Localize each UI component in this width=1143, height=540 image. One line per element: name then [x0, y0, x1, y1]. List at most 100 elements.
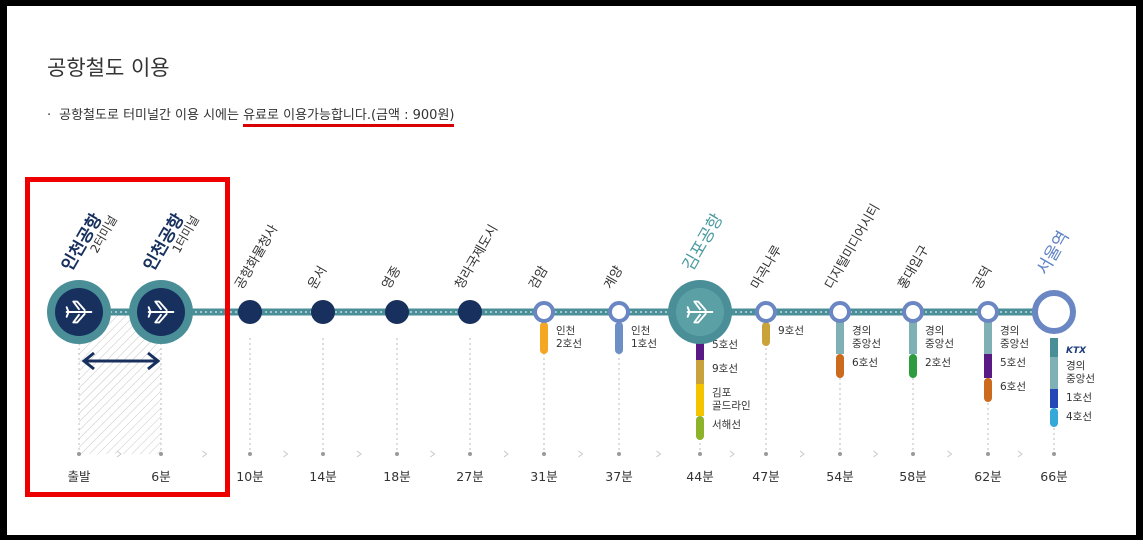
- timeline-dot: [542, 452, 546, 456]
- transfer-line-bar: [696, 384, 704, 416]
- station-14[interactable]: KTX 경의 중앙선 1호선 4호선 서울역 66분: [1032, 228, 1095, 484]
- station-4[interactable]: 운서 14분: [305, 264, 336, 484]
- station-10[interactable]: 9호선 마곡나루 47분: [748, 243, 804, 484]
- station-name: 영종: [379, 264, 404, 292]
- timeline-arrow-icon: [116, 450, 122, 458]
- timeline-arrow-icon: [729, 450, 735, 458]
- timeline-dot: [248, 452, 252, 456]
- notice-highlight: 유료로 이용가능합니다.(금액 : 900원): [243, 108, 455, 127]
- timeline-dot: [698, 452, 702, 456]
- travel-time-label: 31분: [530, 469, 557, 484]
- transfer-line-label: 5호선: [1000, 357, 1026, 369]
- timeline-arrow-icon: [656, 450, 662, 458]
- station-name: 김포공항: [679, 210, 728, 274]
- timeline-dot: [764, 452, 768, 456]
- timeline-arrow-icon: [947, 450, 953, 458]
- transfer-station-marker: [829, 301, 851, 323]
- airplane-icon: [147, 300, 175, 324]
- terminal-station-marker: [1032, 290, 1076, 334]
- transfer-station-marker: [977, 301, 999, 323]
- station-name: 홍대입구: [895, 243, 932, 292]
- travel-time-label: 18분: [383, 469, 410, 484]
- travel-time-label: 44분: [686, 469, 713, 484]
- transfer-line-label: 경의 중앙선: [1066, 359, 1095, 385]
- timeline-dot: [159, 452, 163, 456]
- transfer-line-bar: [696, 336, 704, 360]
- transfer-line-bar: [909, 322, 917, 354]
- timeline-dot: [77, 452, 81, 456]
- transfer-line-label: 4호선: [1066, 411, 1092, 423]
- transfer-line-label: 2호선: [925, 357, 951, 369]
- notice-prefix: 공항철도로 터미널간 이용 시에는: [59, 108, 244, 123]
- timeline-arrow-icon: [503, 450, 509, 458]
- timeline-arrow-icon: [873, 450, 879, 458]
- timeline-dot: [395, 452, 399, 456]
- timeline-arrow-icon: [356, 450, 362, 458]
- station-5[interactable]: 영종 18분: [379, 264, 410, 484]
- transfer-line-bar: [762, 322, 770, 346]
- timeline-arrow-icon: [1017, 450, 1023, 458]
- transfer-station-marker: [755, 301, 777, 323]
- transfer-line-bar: [984, 354, 992, 378]
- timeline-dot: [617, 452, 621, 456]
- station-12[interactable]: 경의 중앙선 2호선 홍대입구 58분: [895, 243, 954, 484]
- transfer-line-bar: [540, 322, 548, 354]
- station-name: 공덕: [970, 264, 995, 292]
- timeline-arrow-icon: [283, 450, 289, 458]
- station-name: 검암: [526, 264, 551, 292]
- timeline-dot: [911, 452, 915, 456]
- transfer-line-bar: [909, 354, 917, 378]
- transfer-line-bar: [836, 322, 844, 354]
- timeline-arrow-icon: [430, 450, 436, 458]
- travel-time-label: 66분: [1040, 469, 1067, 484]
- transfer-line-label: 인천 1호선: [631, 325, 657, 350]
- transfer-line-label: 김포 골드라인: [712, 387, 751, 412]
- transfer-line-label: 9호선: [778, 325, 804, 337]
- ktx-badge: KTX: [1066, 346, 1087, 356]
- station-name: 공항화물청사: [232, 222, 281, 292]
- travel-time-label: 47분: [752, 469, 779, 484]
- airplane-icon: [65, 300, 93, 324]
- station-name: 운서: [305, 264, 330, 292]
- transfer-line-bar: [696, 416, 704, 440]
- timeline-dot: [986, 452, 990, 456]
- transfer-line-label: 1호선: [1066, 392, 1092, 404]
- transfer-line-label: 경의 중앙선: [852, 324, 881, 350]
- transfer-line-bar: [836, 354, 844, 378]
- transfer-station-marker: [533, 301, 555, 323]
- timeline-arrow-icon: [578, 450, 584, 458]
- timeline-arrow-icon: [799, 450, 805, 458]
- travel-time-label: 37분: [605, 469, 632, 484]
- transfer-line-label: 5호선: [712, 339, 738, 351]
- station-13[interactable]: 경의 중앙선 5호선 6호선 공덕 62분: [970, 264, 1029, 484]
- page-title: 공항철도 이용: [47, 56, 170, 80]
- station-11[interactable]: 경의 중앙선 6호선 디지털미디어시티 54분: [822, 202, 883, 484]
- transfer-line-label: 경의 중앙선: [925, 324, 954, 350]
- station-marker: [311, 300, 335, 324]
- transfer-station-marker: [902, 301, 924, 323]
- timeline-dot: [468, 452, 472, 456]
- transfer-station-marker: [608, 301, 630, 323]
- travel-time-label: 10분: [236, 469, 263, 484]
- timeline-arrow-icon: [202, 450, 208, 458]
- travel-time-label: 출발: [67, 469, 91, 484]
- page: 공항철도 이용 · 공항철도로 터미널간 이용 시에는 유료로 이용가능합니다.(…: [7, 6, 1136, 535]
- station-marker: [458, 300, 482, 324]
- transfer-line-bar: [984, 378, 992, 402]
- station-marker: [385, 300, 409, 324]
- transfer-line-bar: [984, 322, 992, 354]
- station-7[interactable]: 인천 2호선 검암 31분: [526, 264, 582, 484]
- transfer-line-bar: [696, 360, 704, 384]
- notice-text: · 공항철도로 터미널간 이용 시에는 유료로 이용가능합니다.(금액 : 900…: [47, 104, 455, 127]
- timeline-dot: [321, 452, 325, 456]
- station-3[interactable]: 공항화물청사 10분: [232, 222, 281, 484]
- travel-time-label: 6분: [151, 469, 170, 484]
- station-8[interactable]: 인천 1호선 계양 37분: [601, 264, 657, 484]
- transfer-line-label: 서해선: [712, 418, 741, 431]
- travel-time-label: 62분: [974, 469, 1001, 484]
- travel-time-label: 54분: [826, 469, 853, 484]
- station-6[interactable]: 청라국제도시 27분: [452, 222, 501, 484]
- transfer-line-bar: [615, 322, 623, 354]
